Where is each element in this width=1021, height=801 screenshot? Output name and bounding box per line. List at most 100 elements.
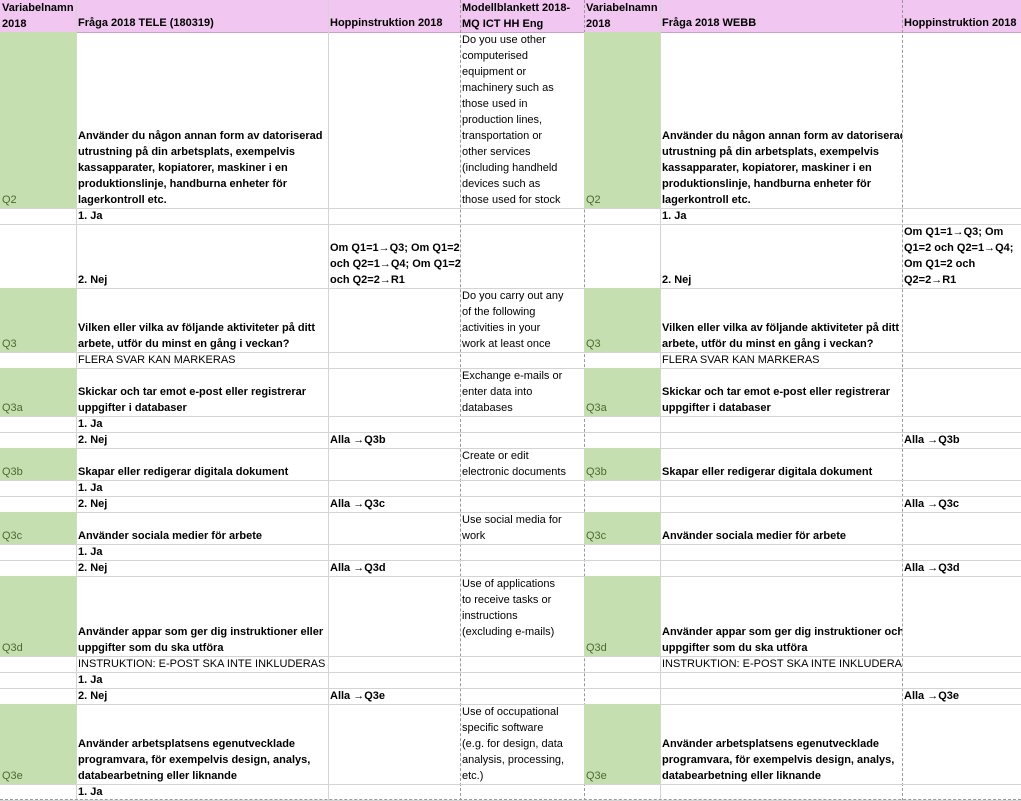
- cell-webb[interactable]: INSTRUKTION: E-POST SKA INTE INKLUDERAS: [662, 658, 902, 670]
- cell-var1[interactable]: Q3c: [2, 530, 23, 542]
- cell-hopp1[interactable]: Om Q1=1→Q3; Om Q1=2 och Q2=1→Q4; Om Q1=2…: [330, 242, 460, 286]
- cell-tele[interactable]: Skapar eller redigerar digitala dokument: [78, 466, 289, 478]
- cell-tele[interactable]: Vilken eller vilka av följande aktivitet…: [78, 322, 316, 350]
- cell-model[interactable]: [460, 784, 584, 800]
- cell-var1[interactable]: [0, 432, 76, 448]
- cell-tele[interactable]: 1. Ja: [78, 546, 103, 558]
- cell-hopp2[interactable]: Alla →Q3b: [904, 434, 960, 446]
- header-fraga-tele[interactable]: Fråga 2018 TELE (180319): [78, 17, 214, 29]
- header-variabelnamn-webb[interactable]: Variabelnamn 2018: [586, 2, 658, 30]
- cell-var2[interactable]: Q3d: [586, 642, 607, 654]
- cell-var1[interactable]: [0, 672, 76, 688]
- cell-tele[interactable]: Använder appar som ger dig instruktioner…: [78, 626, 324, 654]
- cell-webb[interactable]: [660, 560, 902, 576]
- cell-var2[interactable]: Q3e: [586, 770, 607, 782]
- cell-var1[interactable]: [0, 416, 76, 432]
- cell-var2[interactable]: [584, 560, 660, 576]
- cell-tele[interactable]: 1. Ja: [78, 418, 103, 430]
- cell-hopp2[interactable]: Alla →Q3c: [904, 498, 960, 510]
- cell-model[interactable]: Use of occupational specific software (e…: [462, 706, 565, 782]
- cell-webb[interactable]: FLERA SVAR KAN MARKERAS: [662, 354, 820, 366]
- header-fraga-webb[interactable]: Fråga 2018 WEBB: [662, 17, 757, 29]
- cell-var2[interactable]: [584, 496, 660, 512]
- cell-var1[interactable]: [0, 656, 76, 672]
- cell-webb[interactable]: Skickar och tar emot e-post eller regist…: [662, 386, 891, 414]
- cell-model[interactable]: Exchange e-mails or enter data into data…: [462, 370, 563, 414]
- cell-hopp1[interactable]: [328, 512, 460, 544]
- cell-webb[interactable]: [660, 544, 902, 560]
- cell-model[interactable]: [460, 544, 584, 560]
- cell-hopp2[interactable]: [902, 416, 1021, 432]
- cell-hopp1[interactable]: [328, 480, 460, 496]
- cell-var1[interactable]: Q2: [2, 194, 17, 206]
- cell-model[interactable]: [460, 656, 584, 672]
- cell-hopp2[interactable]: [902, 288, 1021, 352]
- cell-webb[interactable]: Skapar eller redigerar digitala dokument: [662, 466, 873, 478]
- cell-hopp2[interactable]: [902, 576, 1021, 656]
- cell-model[interactable]: [460, 208, 584, 224]
- cell-hopp1[interactable]: [328, 544, 460, 560]
- cell-hopp1[interactable]: [328, 656, 460, 672]
- cell-webb[interactable]: Vilken eller vilka av följande aktivitet…: [662, 322, 900, 350]
- cell-webb[interactable]: 1. Ja: [662, 210, 687, 222]
- header-modellblankett[interactable]: Modellblankett 2018- MQ ICT HH Eng: [462, 2, 571, 30]
- header-hoppinstruktion[interactable]: Hoppinstruktion 2018: [330, 17, 443, 29]
- cell-hopp1[interactable]: Alla →Q3e: [330, 690, 386, 702]
- cell-model[interactable]: Use of applications to receive tasks or …: [462, 578, 555, 638]
- cell-hopp2[interactable]: [902, 544, 1021, 560]
- cell-var2[interactable]: Q2: [586, 194, 601, 206]
- cell-hopp2[interactable]: [902, 32, 1021, 208]
- cell-tele[interactable]: Använder du någon annan form av datorise…: [78, 130, 323, 206]
- cell-webb[interactable]: [660, 480, 902, 496]
- cell-hopp2[interactable]: [902, 704, 1021, 784]
- cell-hopp2[interactable]: [902, 352, 1021, 368]
- cell-hopp1[interactable]: [328, 576, 460, 656]
- cell-var2[interactable]: [584, 224, 660, 288]
- cell-tele[interactable]: 1. Ja: [78, 210, 103, 222]
- cell-hopp2[interactable]: Alla →Q3d: [904, 562, 960, 574]
- cell-hopp1[interactable]: Alla →Q3d: [330, 562, 386, 574]
- cell-var2[interactable]: Q3c: [586, 530, 607, 542]
- cell-hopp1[interactable]: [328, 704, 460, 784]
- cell-hopp2[interactable]: [902, 448, 1021, 480]
- cell-tele[interactable]: INSTRUKTION: E-POST SKA INTE INKLUDERAS: [78, 658, 326, 670]
- cell-webb[interactable]: 2. Nej: [662, 274, 692, 286]
- cell-var1[interactable]: Q3b: [2, 466, 23, 478]
- cell-var1[interactable]: Q3: [2, 338, 17, 350]
- cell-tele[interactable]: 2. Nej: [78, 498, 108, 510]
- cell-var2[interactable]: [584, 688, 660, 704]
- cell-var2[interactable]: [584, 352, 660, 368]
- cell-var2[interactable]: Q3b: [586, 466, 607, 478]
- cell-hopp2[interactable]: [902, 368, 1021, 416]
- cell-hopp1[interactable]: [328, 32, 460, 208]
- cell-var1[interactable]: Q3a: [2, 402, 23, 414]
- cell-var2[interactable]: [584, 672, 660, 688]
- cell-hopp2[interactable]: [902, 672, 1021, 688]
- cell-tele[interactable]: 1. Ja: [78, 674, 103, 686]
- cell-webb[interactable]: Använder sociala medier för arbete: [662, 530, 847, 542]
- cell-hopp1[interactable]: [328, 368, 460, 416]
- cell-var1[interactable]: [0, 352, 76, 368]
- cell-hopp1[interactable]: [328, 208, 460, 224]
- cell-hopp1[interactable]: [328, 448, 460, 480]
- cell-tele[interactable]: 2. Nej: [78, 562, 108, 574]
- cell-hopp2[interactable]: [902, 480, 1021, 496]
- cell-hopp2[interactable]: Om Q1=1→Q3; Om Q1=2 och Q2=1→Q4; Om Q1=2…: [904, 226, 1014, 286]
- cell-model[interactable]: [460, 496, 584, 512]
- cell-webb[interactable]: Använder du någon annan form av datorise…: [662, 130, 902, 206]
- cell-model[interactable]: [460, 688, 584, 704]
- cell-webb[interactable]: [660, 672, 902, 688]
- cell-webb[interactable]: Använder appar som ger dig instruktioner…: [662, 626, 902, 654]
- cell-var1[interactable]: [0, 560, 76, 576]
- cell-hopp2[interactable]: [902, 208, 1021, 224]
- cell-var2[interactable]: Q3a: [586, 402, 607, 414]
- cell-webb[interactable]: [660, 496, 902, 512]
- cell-var2[interactable]: [584, 784, 660, 800]
- cell-tele[interactable]: Använder sociala medier för arbete: [78, 530, 263, 542]
- cell-var2[interactable]: [584, 480, 660, 496]
- cell-var2[interactable]: [584, 656, 660, 672]
- cell-var1[interactable]: Q3e: [2, 770, 23, 782]
- cell-hopp2[interactable]: [902, 784, 1021, 800]
- cell-webb[interactable]: Använder arbetsplatsens egenutvecklade p…: [662, 738, 895, 782]
- cell-model[interactable]: Do you carry out any of the following ac…: [462, 290, 564, 350]
